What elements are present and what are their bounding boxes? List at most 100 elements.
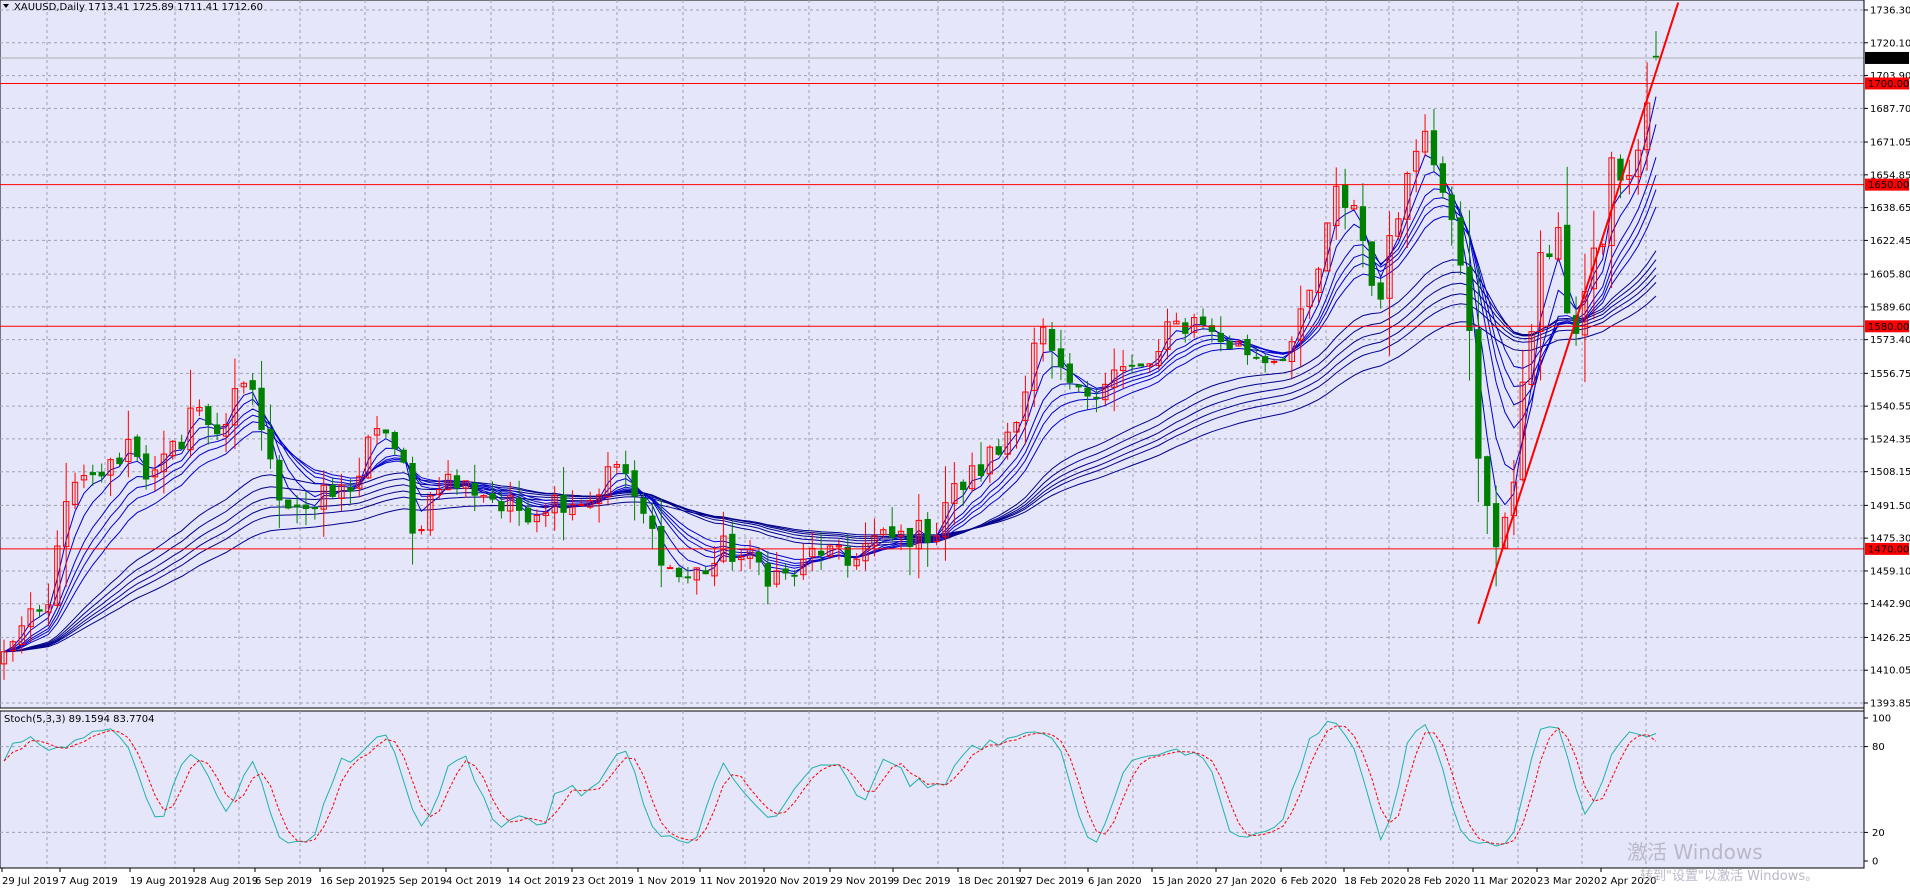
candle[interactable] [738, 550, 745, 572]
candle[interactable] [1466, 210, 1473, 381]
candle[interactable] [951, 462, 958, 525]
candle[interactable] [1039, 318, 1047, 362]
candle[interactable] [116, 452, 123, 466]
candle[interactable] [373, 415, 381, 445]
candle[interactable] [560, 467, 567, 541]
candle[interactable] [142, 445, 150, 490]
candle[interactable] [1635, 139, 1642, 195]
candle[interactable] [675, 566, 683, 583]
candle[interactable] [1537, 230, 1544, 381]
candle[interactable] [1564, 166, 1571, 314]
candle[interactable] [1368, 241, 1375, 296]
candle[interactable] [1430, 108, 1438, 172]
candle[interactable] [71, 472, 79, 509]
candle[interactable] [80, 464, 88, 489]
candle[interactable] [622, 450, 629, 488]
candle[interactable] [578, 499, 585, 507]
candle[interactable] [524, 499, 532, 525]
candle[interactable] [711, 546, 718, 587]
candle[interactable] [54, 530, 61, 608]
candle[interactable] [462, 480, 470, 498]
candle[interactable] [1226, 335, 1233, 350]
candle[interactable] [1546, 244, 1553, 260]
candle[interactable] [1235, 339, 1242, 347]
candle[interactable] [1146, 363, 1153, 374]
candle[interactable] [1421, 114, 1429, 157]
candle[interactable] [276, 455, 283, 528]
candle[interactable] [160, 430, 168, 494]
candle[interactable] [231, 358, 239, 450]
caption-arrow-icon[interactable] [3, 4, 9, 8]
candle[interactable] [968, 452, 976, 493]
candle[interactable] [1475, 265, 1482, 503]
candle[interactable] [693, 567, 700, 595]
candle[interactable] [27, 592, 34, 642]
candle[interactable] [444, 460, 452, 491]
candle[interactable] [205, 403, 212, 445]
candle[interactable] [515, 480, 523, 526]
candle[interactable] [125, 410, 132, 478]
candle[interactable] [320, 470, 327, 537]
candle[interactable] [755, 547, 763, 576]
candle[interactable] [1643, 62, 1651, 171]
candle[interactable] [293, 495, 301, 524]
candle[interactable] [729, 521, 736, 571]
candle[interactable] [1555, 212, 1562, 262]
candle[interactable] [1528, 323, 1535, 390]
candle[interactable] [924, 512, 931, 567]
candle[interactable] [1350, 199, 1358, 211]
candle[interactable] [1288, 336, 1296, 379]
candle[interactable] [45, 583, 52, 627]
candle[interactable] [1262, 354, 1269, 373]
candle[interactable] [1244, 334, 1251, 365]
candle[interactable] [666, 564, 674, 570]
candle[interactable] [1155, 339, 1162, 370]
candle[interactable] [1164, 308, 1171, 360]
candle[interactable] [1111, 348, 1118, 412]
candle[interactable] [1031, 327, 1038, 408]
candle[interactable] [746, 539, 754, 570]
candle[interactable] [1084, 380, 1091, 410]
candle[interactable] [1395, 212, 1402, 240]
candle[interactable] [1519, 349, 1526, 482]
candle[interactable] [844, 534, 851, 578]
candle[interactable] [391, 430, 398, 456]
candle[interactable] [1333, 167, 1340, 240]
candle[interactable] [595, 488, 603, 523]
candle[interactable] [453, 469, 461, 495]
candle[interactable] [0, 639, 8, 680]
candle[interactable] [1004, 422, 1011, 460]
candle[interactable] [960, 479, 967, 506]
candle[interactable] [400, 447, 407, 464]
candle[interactable] [196, 399, 203, 416]
candle[interactable] [89, 464, 96, 486]
candle[interactable] [1128, 354, 1136, 374]
candle[interactable] [1386, 211, 1393, 356]
candle[interactable] [631, 460, 638, 521]
candle[interactable] [702, 566, 709, 575]
candle[interactable] [1324, 222, 1331, 272]
candle[interactable] [418, 525, 425, 535]
candle[interactable] [240, 381, 247, 394]
candle[interactable] [107, 457, 114, 497]
candle[interactable] [471, 464, 478, 512]
candle[interactable] [791, 570, 798, 587]
candle[interactable] [338, 473, 345, 511]
candle[interactable] [658, 498, 665, 588]
candle[interactable] [36, 604, 43, 618]
candle[interactable] [1217, 316, 1224, 352]
candle[interactable] [1484, 455, 1491, 534]
candle[interactable] [480, 494, 487, 503]
candle[interactable] [764, 550, 771, 605]
candle[interactable] [364, 434, 372, 480]
candle[interactable] [222, 413, 230, 453]
candle[interactable] [1057, 329, 1065, 381]
candle[interactable] [649, 502, 656, 550]
candle[interactable] [880, 527, 887, 539]
candle[interactable] [1022, 375, 1029, 445]
candle[interactable] [436, 476, 443, 499]
candle[interactable] [613, 460, 621, 474]
candle[interactable] [1048, 322, 1056, 379]
candle[interactable] [542, 502, 549, 528]
